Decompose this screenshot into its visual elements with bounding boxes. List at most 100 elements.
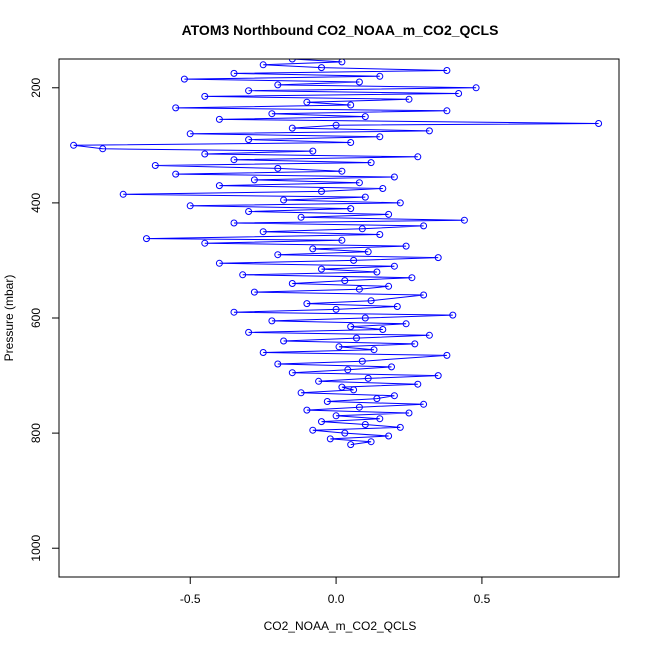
data-point [70,141,78,149]
data-point [434,372,442,380]
data-point [280,337,288,345]
data-point [373,395,381,403]
data-point [338,236,346,244]
data-point [186,130,194,138]
data-point [414,380,422,388]
data-point [393,303,401,310]
data-point [215,259,223,267]
data-point [460,216,468,224]
data-point [250,288,258,296]
data-point [332,121,340,129]
data-point [119,190,127,198]
data-point [338,59,346,66]
data-point [347,441,355,449]
data-point [396,423,404,431]
plot-area [70,59,603,449]
data-point [288,280,296,287]
data-point [201,150,209,158]
data-point [350,386,358,394]
data-point [420,400,428,408]
data-point [364,374,372,382]
data-point [341,277,349,285]
data-point [376,415,384,423]
chart-title: ATOM3 Northbound CO2_NOAA_m_CO2_QCLS [182,22,499,38]
data-point [355,78,363,86]
data-point [230,308,238,316]
data-point [379,326,387,333]
data-point [245,136,253,144]
data-point [350,256,358,264]
data-point [420,222,428,230]
plot-frame [58,58,620,578]
data-point [338,383,346,391]
data-point [180,75,188,83]
data-point [385,210,393,218]
data-point [405,409,413,417]
data-point [297,389,305,397]
data-point [376,133,384,141]
data-point [361,421,369,428]
data-point [347,139,355,146]
data-point [595,120,603,127]
data-point [230,69,238,77]
data-point [268,110,276,118]
data-point [250,176,258,184]
x-axis-label: CO2_NOAA_m_CO2_QCLS [264,619,417,633]
data-point [288,124,296,132]
data-point [443,67,451,74]
data-point [385,432,393,440]
data-point [303,98,311,106]
data-point [361,314,369,322]
data-point [341,429,349,437]
data-point [201,92,209,100]
data-point [245,328,253,336]
data-point [215,182,223,190]
data-point [355,403,363,411]
data-point [385,282,393,290]
data-point [443,107,451,115]
y-tick-label: 800 [29,423,43,443]
data-point [396,199,404,207]
data-point [201,239,209,247]
data-point [151,162,159,169]
data-point [358,357,366,365]
data-point [434,254,442,262]
data-point [259,61,267,69]
data-point [347,323,355,331]
data-point [367,297,375,305]
data-point [425,331,433,339]
data-point [388,363,395,371]
data-point [355,285,363,293]
data-point [245,208,253,215]
data-point [344,366,352,374]
data-point [318,418,325,426]
data-point [367,438,375,446]
x-axis: -0.5 0.0 0.5 [180,576,491,606]
data-point [332,412,340,420]
data-point [230,156,238,164]
x-tick-label: 0.5 [474,592,491,606]
data-point [274,360,282,368]
data-point [326,435,334,443]
x-tick-label: 0.0 [328,592,345,606]
data-point [318,187,325,195]
data-point [370,346,378,354]
data-point [373,268,381,276]
data-point [367,159,375,167]
data-point [338,167,346,175]
data-point [186,202,194,210]
data-point [99,145,107,153]
data-point [347,101,355,109]
data-point [376,231,384,238]
data-point [414,153,422,161]
data-point [318,265,325,273]
data-point [402,320,410,328]
data-point [288,369,296,377]
data-point [315,377,323,385]
data-point [280,196,288,204]
data-point [402,242,410,250]
y-axis: 200 400 600 800 1000 [29,77,60,562]
data-layer [70,59,603,449]
data-point [274,81,282,89]
